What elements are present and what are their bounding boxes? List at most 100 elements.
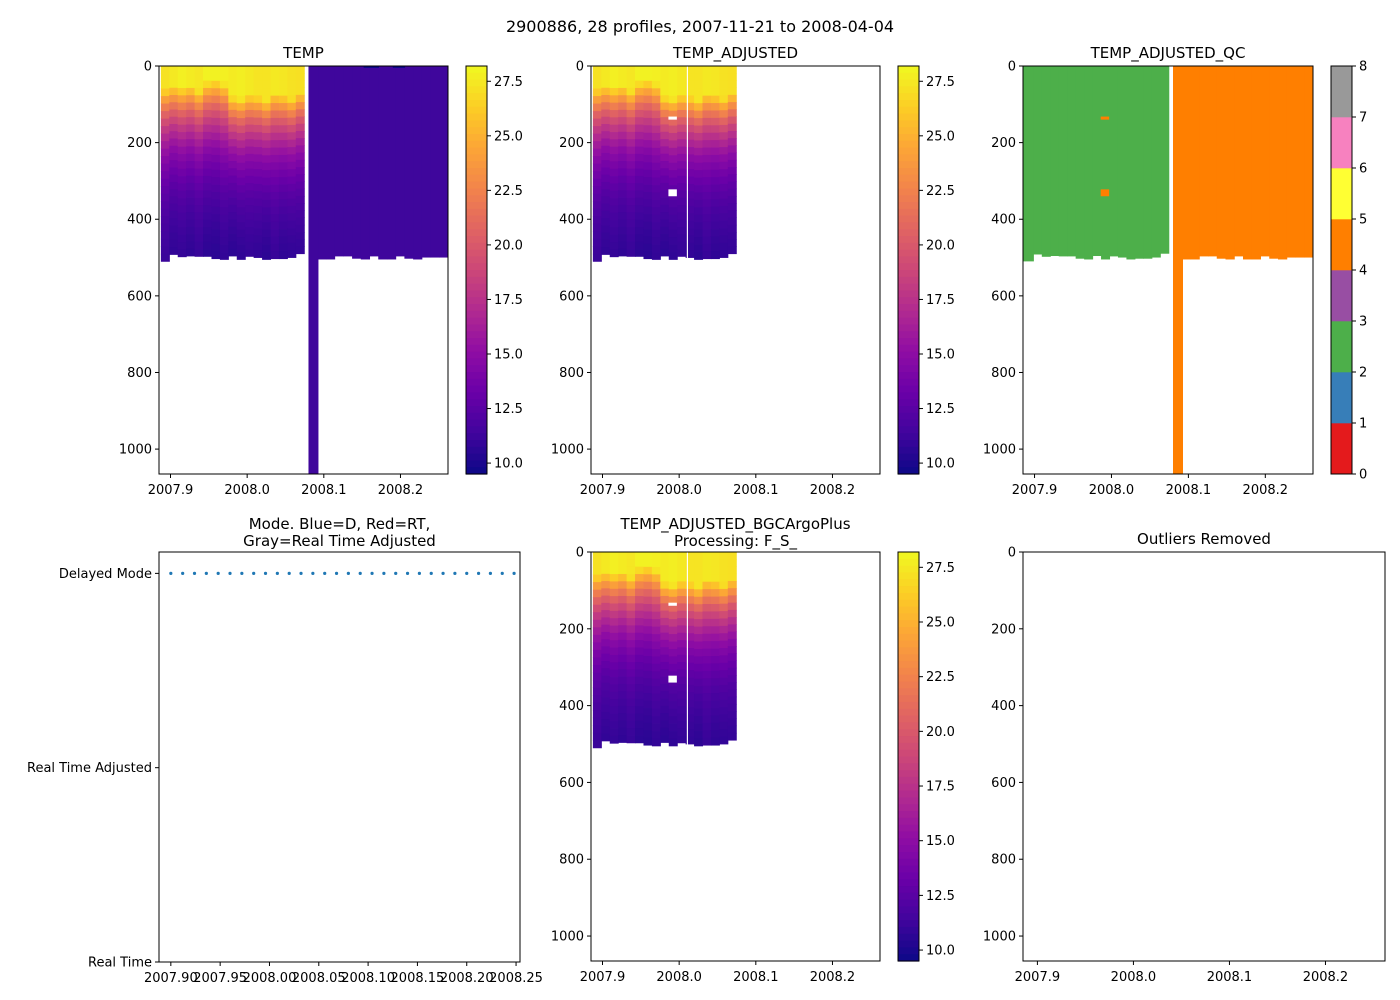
x-tick-label: 2008.2 [810,970,856,985]
heatmap-cell [651,125,661,134]
heatmap-cell [169,145,179,154]
heatmap-cell [660,691,670,699]
heatmap-cell [211,125,221,134]
heatmap-cell [211,191,221,200]
heatmap-cell [262,192,272,201]
heatmap-cell [710,574,720,583]
heatmap-cell [186,175,196,184]
heatmap-cell [287,176,297,185]
heatmap-cell [651,678,661,687]
heatmap-cell [160,246,170,255]
heatmap-cell [643,589,653,597]
heatmap-cell [262,88,272,97]
heatmap-cell [719,139,729,148]
heatmap-cell [203,131,213,140]
heatmap-cell [253,139,263,148]
heatmap-cell [601,138,611,147]
heatmap-cell [727,80,737,89]
heatmap-cell [203,124,213,133]
heatmap-cell [618,66,628,74]
heatmap-cell [609,190,619,199]
heatmap-cell [677,139,687,147]
heatmap-cell [710,618,720,627]
heatmap-cell [635,102,645,111]
heatmap-cell [702,566,712,575]
heatmap-cell [710,147,720,156]
heatmap-cell [651,237,661,245]
heatmap-cell [710,243,720,252]
colorbar-segment [466,181,487,189]
heatmap-cell [702,251,712,260]
heatmap-cell [228,95,238,103]
x-tick-label: 2008.0 [656,483,702,498]
heatmap-cell [236,214,246,223]
mode-point [287,571,291,575]
heatmap-cell [660,727,670,736]
heatmap-cell [702,611,712,620]
heatmap-cell [618,241,628,250]
heatmap-cell [626,691,636,700]
heatmap-cell [618,552,628,560]
heatmap-cell [592,627,602,636]
heatmap-cell [177,227,187,236]
heatmap-cell [719,684,729,693]
heatmap-cell [287,80,297,89]
heatmap-cell [592,604,602,613]
heatmap-cell [609,588,619,597]
heatmap-cell [668,723,678,732]
heatmap-cell [719,102,729,111]
heatmap-cell [668,656,678,665]
heatmap-cell [710,95,720,104]
heatmap-cell [228,109,238,118]
heatmap-cell [635,124,645,133]
heatmap-cell [609,234,619,243]
colorbar-segment [898,920,919,928]
mode-point [441,571,445,575]
heatmap-cell [278,103,288,111]
heatmap-cell [727,159,737,168]
heatmap-cell [219,237,229,245]
heatmap-cell [643,206,653,215]
heatmap-cell [219,222,229,231]
heatmap-cell [710,626,720,635]
colorbar-tick-label: 10.0 [926,944,955,959]
heatmap-cell [609,713,619,722]
colorbar-segment [898,256,919,264]
uniform-cell [404,66,414,259]
heatmap-cell [626,552,636,560]
heatmap-cell [160,88,170,97]
y-tick-label: 600 [991,289,1016,304]
colorbar-segment [898,552,919,560]
colorbar-tick-label: 10.0 [494,457,523,472]
heatmap-cell [626,632,636,641]
heatmap-cell [677,175,687,184]
heatmap-cell [677,161,687,169]
heatmap-cell [668,552,678,560]
heatmap-cell [270,80,280,89]
heatmap-cell [245,168,255,177]
heatmap-cell [278,251,288,260]
heatmap-cell [609,205,619,214]
axes-frame [158,65,449,475]
heatmap-cell [194,117,204,125]
heatmap-cell [618,720,628,729]
heatmap-cell [609,728,619,737]
heatmap-cell [618,698,628,707]
heatmap-cell [702,147,712,156]
heatmap-cell [203,168,213,177]
heatmap-cell [169,247,179,255]
heatmap-cell [702,641,712,649]
colorbar-segment [898,940,919,948]
heatmap-cell [203,183,213,191]
heatmap-cell [719,147,729,155]
colorbar-segment [898,297,919,305]
heatmap-cell [710,154,720,163]
heatmap-cell [694,671,704,680]
heatmap-cell [203,205,213,213]
heatmap-cell [601,94,611,103]
mode-point [169,571,173,575]
heatmap-cell [609,80,619,89]
heatmap-cell [618,683,628,692]
heatmap-cell [262,118,272,126]
heatmap-cell [609,610,619,619]
